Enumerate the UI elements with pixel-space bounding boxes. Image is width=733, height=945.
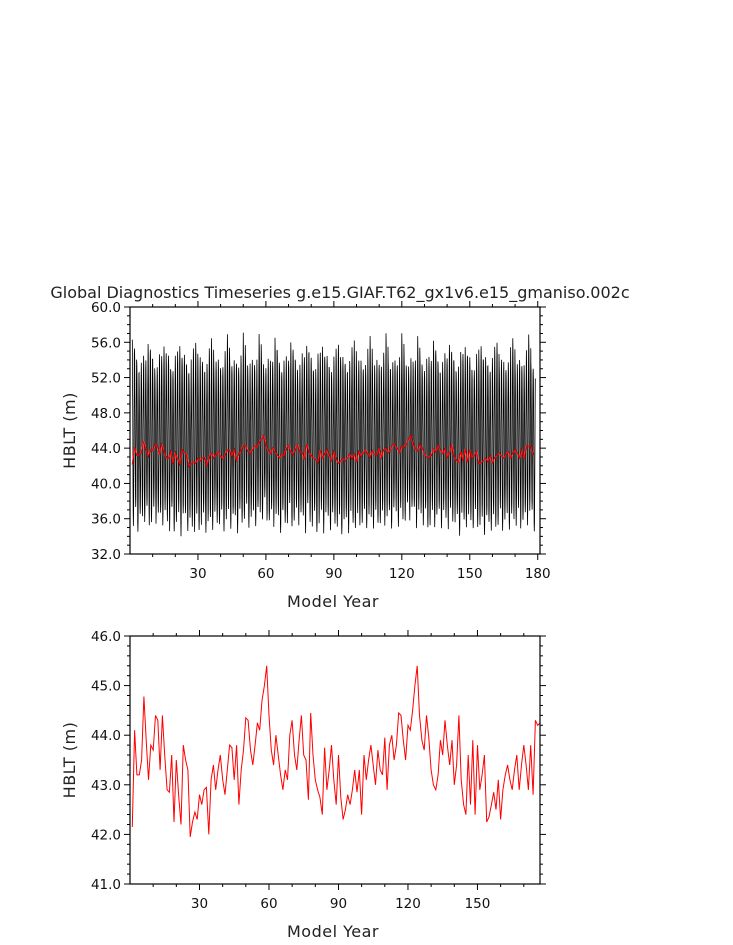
top-plot-data [131,332,536,537]
y-tick-label: 44.0 [91,728,121,744]
bottom-y-axis-label: HBLT (m) [60,722,79,799]
y-tick-label: 41.0 [91,877,121,893]
series-line-annual [131,665,541,837]
chart-title: Global Diagnostics Timeseries g.e15.GIAF… [50,283,629,303]
x-tick-label: 120 [395,896,421,912]
bottom-plot-data [131,665,541,837]
x-tick-label: 180 [525,566,551,582]
y-tick-label: 36.0 [91,512,121,528]
x-tick-label: 120 [389,566,415,582]
y-tick-label: 40.0 [91,476,121,492]
x-tick-label: 60 [257,566,274,582]
bottom-plot-frame [129,635,541,885]
x-tick-label: 90 [330,896,347,912]
x-tick-label: 90 [325,566,342,582]
y-tick-label: 32.0 [91,547,121,563]
y-tick-label: 42.0 [91,827,121,843]
top-panel: 32.0 36.0 40.0 44.0 48.0 52.0 56.0 60.0 30 60 90 12… [60,300,551,611]
y-tick-label: 43.0 [91,778,121,794]
top-y-axis-label: HBLT (m) [60,392,79,469]
y-tick-label: 56.0 [91,335,121,351]
y-tick-label: 45.0 [91,679,121,695]
x-tick-label: 150 [465,896,491,912]
top-x-axis-label: Model Year [287,592,379,611]
bottom-ticks: 41.0 42.0 43.0 44.0 45.0 46.0 30 60 90 120 150 [91,629,546,912]
series-line-monthly [131,332,536,537]
bottom-x-axis-label: Model Year [287,922,379,941]
y-tick-label: 52.0 [91,371,121,387]
y-tick-label: 48.0 [91,406,121,422]
y-tick-label: 46.0 [91,629,121,645]
series-line-annual [131,434,534,468]
x-tick-label: 30 [189,566,206,582]
bottom-panel: 41.0 42.0 43.0 44.0 45.0 46.0 30 60 90 120 150 Mod… [60,629,546,941]
y-tick-label: 44.0 [91,441,121,457]
x-tick-label: 30 [191,896,208,912]
x-tick-label: 60 [260,896,277,912]
top-ticks: 32.0 36.0 40.0 44.0 48.0 52.0 56.0 60.0 30 60 90 12… [91,300,551,582]
x-tick-label: 150 [457,566,483,582]
y-tick-label: 60.0 [91,300,121,316]
